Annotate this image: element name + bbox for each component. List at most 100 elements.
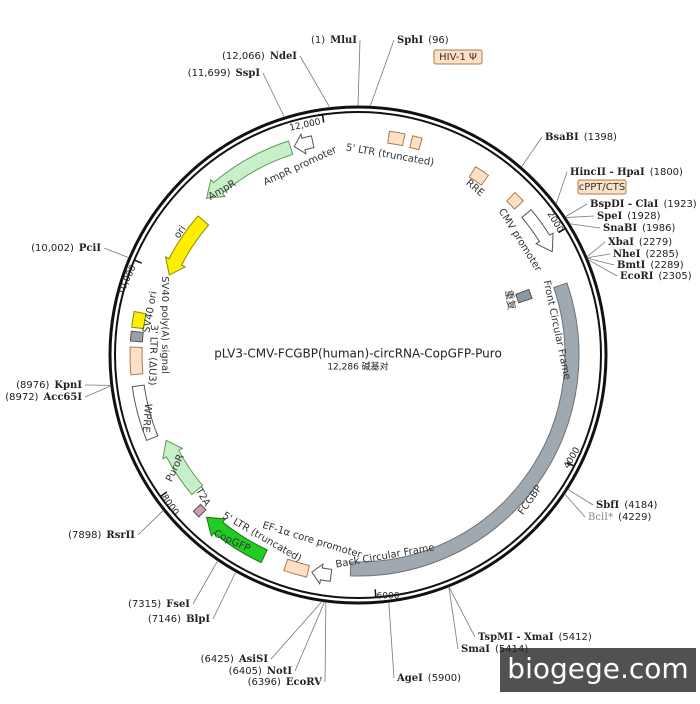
site-leader bbox=[521, 137, 542, 167]
site-leader bbox=[358, 40, 360, 106]
site-name: SspI bbox=[235, 68, 260, 79]
site-leader bbox=[104, 248, 129, 258]
site-pos: (2285) bbox=[645, 249, 678, 260]
site-label: (8972) Acc65I bbox=[5, 392, 82, 404]
site-pos: (1923) bbox=[663, 199, 696, 210]
site-label: AgeI(5900) bbox=[396, 673, 461, 685]
feature-shape bbox=[410, 136, 422, 150]
site-leader bbox=[300, 56, 330, 108]
site-pos: (5412) bbox=[559, 632, 592, 643]
site-leader bbox=[138, 510, 163, 535]
feature-label: SV40 poly(A) signal bbox=[159, 276, 170, 374]
site-leader bbox=[568, 489, 593, 505]
site-label: (11,699) SspI bbox=[188, 68, 261, 80]
site-pos: (4184) bbox=[624, 500, 657, 511]
tick-label: 6000 bbox=[377, 592, 400, 602]
site-pos: (8972) bbox=[5, 392, 38, 403]
site-name: AgeI bbox=[396, 673, 423, 684]
site-label: (7146) BlpI bbox=[148, 614, 211, 626]
site-name: SnaBI bbox=[603, 223, 637, 234]
site-name: BmtI bbox=[617, 260, 646, 271]
map-size: 12,286 碱基对 bbox=[327, 361, 388, 373]
site-leader bbox=[271, 601, 322, 659]
site-leader bbox=[570, 224, 600, 228]
feature-shape bbox=[516, 289, 532, 302]
site-name: EcoRI bbox=[620, 271, 654, 282]
feature-shape bbox=[507, 192, 524, 209]
feature-label: cPPT/CTS bbox=[579, 182, 625, 193]
site-leader bbox=[295, 602, 325, 671]
site-pos: (2289) bbox=[650, 260, 683, 271]
site-label: XbaI (2279) bbox=[608, 237, 672, 249]
site-pos: (1800) bbox=[650, 167, 683, 178]
site-name: EcoRV bbox=[286, 677, 322, 688]
site-leader bbox=[389, 602, 394, 678]
feature-shape bbox=[294, 134, 314, 153]
site-label: TspMI - XmaI(5412) bbox=[478, 632, 592, 644]
site-pos: (1398) bbox=[584, 132, 617, 143]
site-label: (1) MluI bbox=[311, 35, 357, 47]
site-label: (6396) EcoRV bbox=[248, 677, 323, 689]
site-leader bbox=[370, 40, 394, 106]
site-pos: (8976) bbox=[16, 380, 49, 391]
watermark: biogege.com bbox=[507, 652, 688, 685]
site-name: NheI bbox=[613, 249, 641, 260]
site-pos: (4229) bbox=[618, 512, 651, 523]
site-name: BclI* bbox=[588, 512, 613, 523]
site-name: Acc65I bbox=[42, 392, 82, 403]
site-name: PciI bbox=[79, 243, 101, 254]
site-name: BlpI bbox=[186, 614, 210, 625]
site-pos: (6405) bbox=[229, 666, 262, 677]
feature-label: 重复 bbox=[502, 289, 518, 311]
feature-shape bbox=[388, 131, 405, 145]
site-label: BsaBI(1398) bbox=[545, 132, 617, 144]
site-leader bbox=[587, 254, 610, 258]
site-label: SpeI(1928) bbox=[597, 211, 661, 223]
site-label: BspDI - ClaI (1923) bbox=[590, 199, 697, 211]
site-label: SphI (96) bbox=[397, 35, 449, 47]
site-leader bbox=[213, 572, 236, 619]
site-label: (8976)KpnI bbox=[16, 380, 82, 392]
site-label: (12,066) NdeI bbox=[222, 51, 297, 63]
site-pos: (12,066) bbox=[222, 51, 265, 62]
site-label: EcoRI(2305) bbox=[620, 271, 692, 283]
site-label: (6405) NotI bbox=[229, 666, 293, 678]
feature-shape bbox=[166, 216, 209, 275]
site-label: NheI (2285) bbox=[613, 249, 679, 261]
site-label: (7315) FseI bbox=[128, 599, 190, 611]
site-label: BclI* (4229) bbox=[588, 512, 651, 524]
site-label: SbfI(4184) bbox=[596, 500, 658, 512]
site-pos: (7315) bbox=[128, 599, 161, 610]
site-name: NdeI bbox=[270, 51, 297, 62]
site-name: MluI bbox=[330, 35, 357, 46]
site-pos: (2279) bbox=[639, 237, 672, 248]
feature-label: HIV-1 Ψ bbox=[439, 52, 477, 63]
site-pos: (1928) bbox=[627, 211, 660, 222]
tick-label: 10,000 bbox=[116, 264, 138, 297]
site-label: BmtI (2289) bbox=[617, 260, 684, 272]
site-leader bbox=[566, 216, 594, 218]
site-label: SnaBI (1986) bbox=[603, 223, 675, 235]
site-name: SphI bbox=[397, 35, 423, 46]
site-pos: (1986) bbox=[642, 223, 675, 234]
site-pos: (6396) bbox=[248, 677, 281, 688]
site-label: HincII - HpaI(1800) bbox=[570, 167, 683, 179]
tick-mark bbox=[323, 115, 324, 123]
site-pos: (5414) bbox=[495, 644, 528, 655]
site-pos: (10,002) bbox=[31, 243, 74, 254]
site-leader bbox=[587, 242, 605, 257]
map-title: pLV3-CMV-FCGBP(human)-circRNA-CopGFP-Pur… bbox=[214, 347, 502, 361]
site-name: BspDI - ClaI bbox=[590, 199, 659, 210]
site-pos: (6425) bbox=[201, 654, 234, 665]
site-name: NotI bbox=[267, 666, 292, 677]
site-name: FseI bbox=[166, 599, 190, 610]
site-name: SmaI bbox=[461, 644, 490, 655]
site-pos: (96) bbox=[428, 35, 449, 46]
site-pos: (7146) bbox=[148, 614, 181, 625]
site-name: XbaI bbox=[608, 237, 634, 248]
site-leader bbox=[565, 204, 587, 217]
site-pos: (11,699) bbox=[188, 68, 231, 79]
site-name: AsiSI bbox=[238, 654, 268, 665]
site-pos: (1) bbox=[311, 35, 325, 46]
